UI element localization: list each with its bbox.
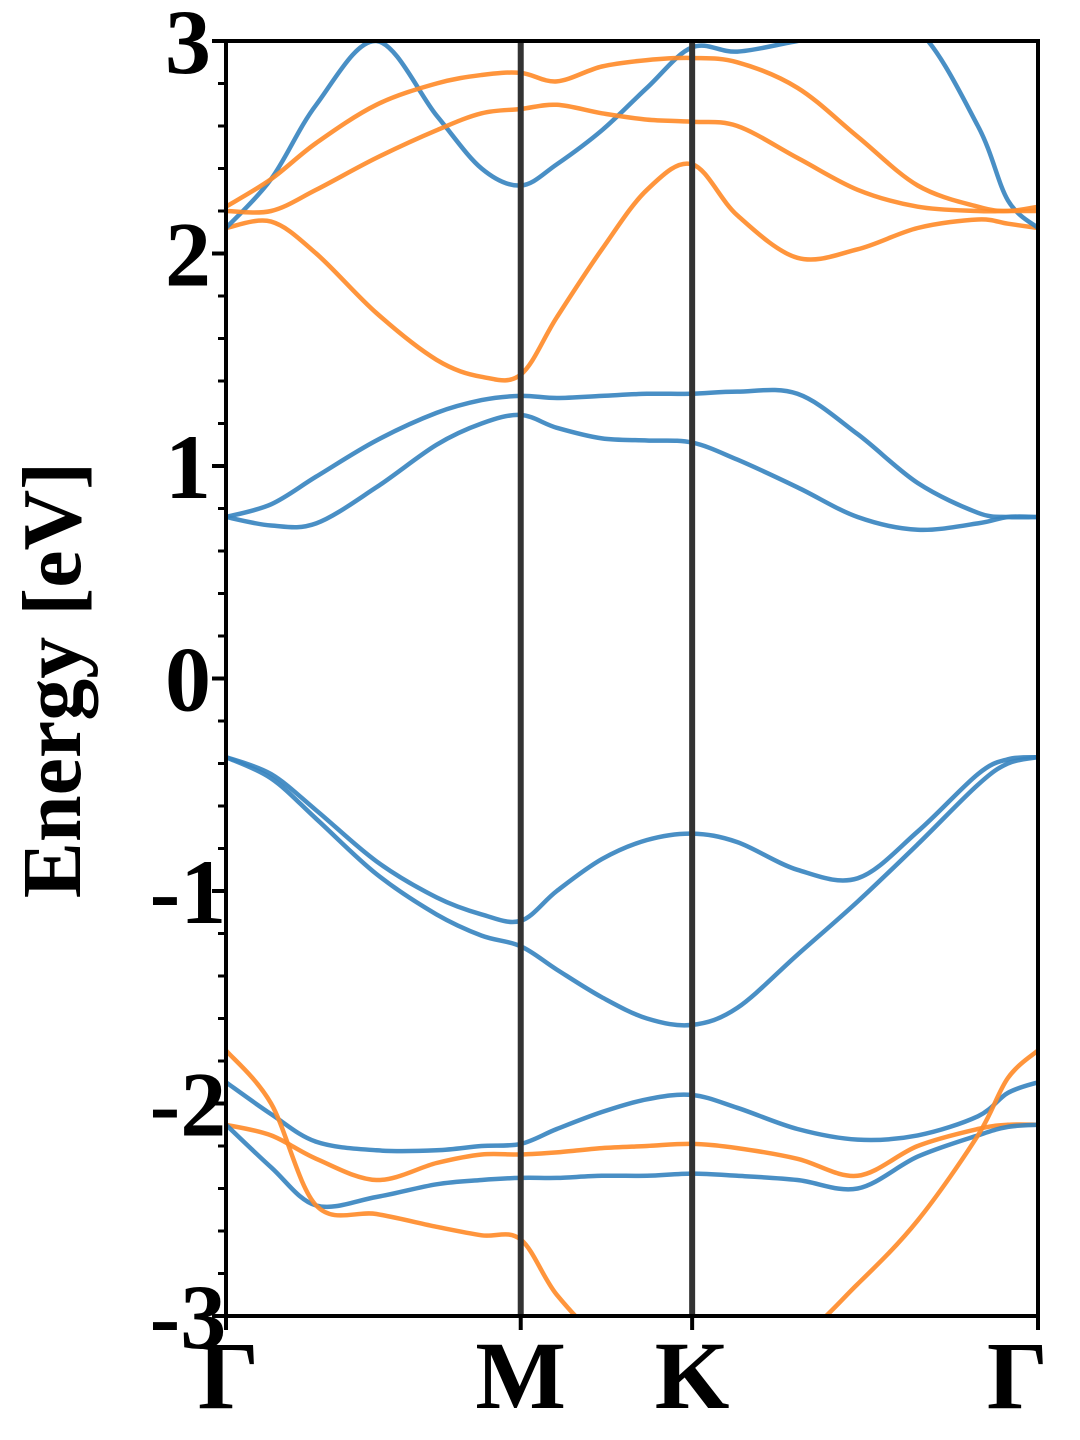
y-tick-label: 2 — [165, 204, 211, 306]
band-line-4 — [226, 387, 1038, 520]
band-line-8 — [226, 55, 1038, 214]
x-tick-label: Γ — [198, 1322, 259, 1429]
y-tick-label: 1 — [165, 416, 211, 518]
band-line-7 — [226, 102, 1038, 215]
band-line-11 — [226, 1122, 1038, 1210]
band-line-2 — [226, 754, 1038, 1028]
band-line-12 — [226, 1048, 1038, 1316]
band-line-5 — [226, 161, 1038, 383]
x-tick-label: M — [475, 1322, 566, 1429]
x-tick-label: Γ — [987, 1322, 1048, 1429]
band-line-1 — [226, 754, 1038, 925]
y-tick-label: -1 — [150, 841, 227, 943]
y-tick-label: -3 — [150, 1266, 227, 1368]
y-tick-label: 0 — [165, 629, 211, 731]
y-tick-label: 3 — [165, 0, 211, 93]
band-line-3 — [226, 412, 1038, 533]
plot-frame — [224, 39, 1040, 1318]
y-axis-ticks: 3 2 1 0 -1 -2 -3 — [150, 0, 227, 1368]
x-tick-label: K — [655, 1322, 730, 1429]
band-line-6 — [226, 41, 1038, 231]
y-tick-label: -2 — [150, 1054, 227, 1156]
y-axis-label: Energy [eV] — [6, 462, 99, 898]
band-line-9 — [226, 1080, 1038, 1154]
band-line-10 — [226, 1122, 1038, 1183]
band-series-group — [226, 41, 1038, 1316]
symmetry-lines — [517, 41, 696, 1316]
